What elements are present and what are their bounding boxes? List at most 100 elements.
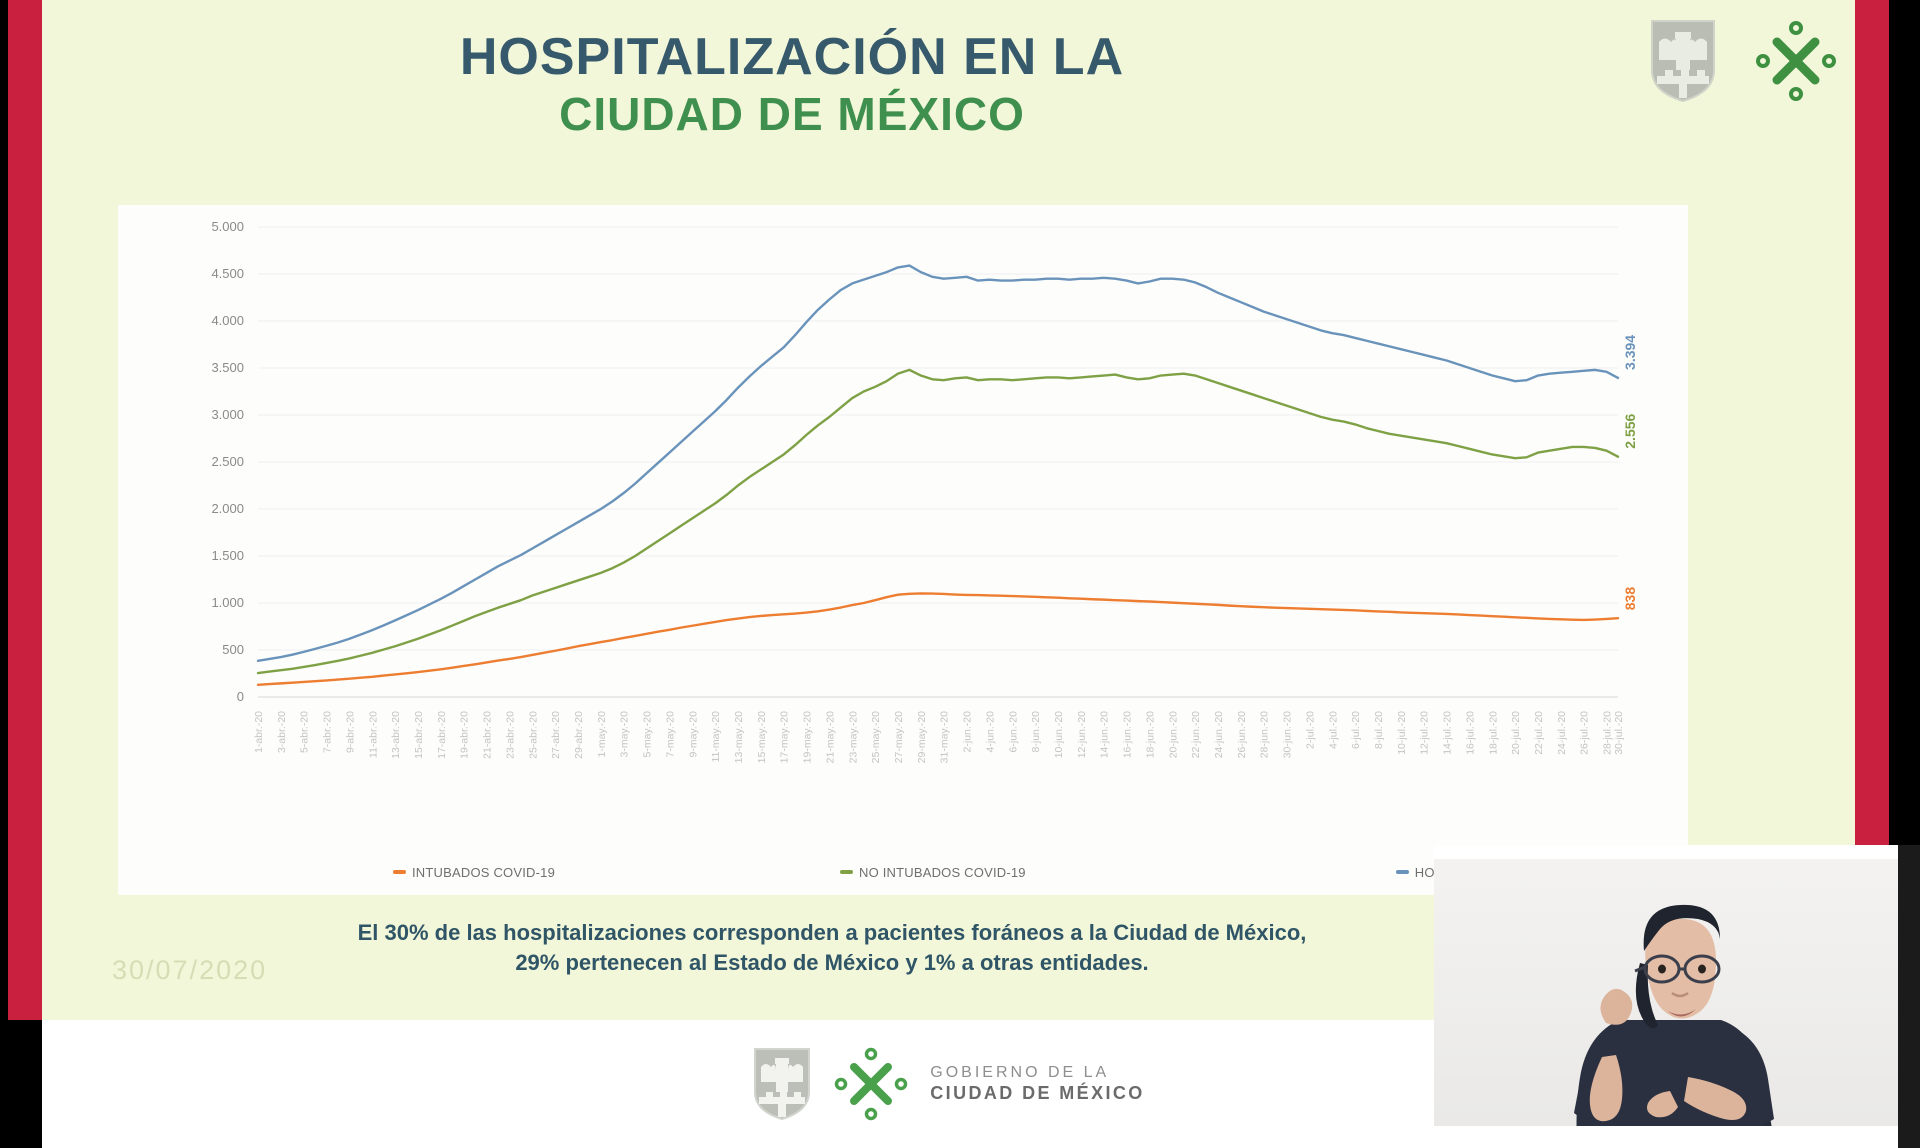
svg-text:29-may.-20: 29-may.-20 [916,711,928,763]
svg-text:500: 500 [222,642,244,657]
slide-caption: El 30% de las hospitalizaciones correspo… [242,918,1422,977]
svg-text:28-jul.-20: 28-jul.-20 [1602,711,1614,755]
svg-text:15-may.-20: 15-may.-20 [756,711,768,763]
svg-text:18-jun.-20: 18-jun.-20 [1144,711,1156,758]
chart-gridlines [258,226,1618,698]
sign-language-interpreter-video[interactable] [1434,845,1920,1148]
svg-text:26-jul.-20: 26-jul.-20 [1579,711,1591,755]
svg-text:8-jun.-20: 8-jun.-20 [1030,711,1042,753]
svg-text:5.000: 5.000 [211,219,244,234]
svg-text:21-abr.-20: 21-abr.-20 [482,711,494,759]
caption-line-1: El 30% de las hospitalizaciones correspo… [357,920,1307,945]
svg-text:4-jun.-20: 4-jun.-20 [984,711,996,753]
svg-text:6-jul.-20: 6-jul.-20 [1350,711,1362,749]
svg-text:27-may.-20: 27-may.-20 [893,711,905,763]
svg-text:7-abr.-20: 7-abr.-20 [322,711,334,753]
svg-text:30-jul.-20: 30-jul.-20 [1613,711,1625,755]
caption-line-2: 29% pertenecen al Estado de México y 1% … [515,949,1149,975]
svg-text:1.500: 1.500 [211,548,244,563]
chart-x-axis-labels: 1-abr.-20 3-abr.-20 5-abr.-20 7-abr.-20 9-ab… [253,711,1625,763]
title-line-2: CIUDAD DE MÉXICO [559,88,1025,141]
legend-swatch-intubados [393,870,406,874]
svg-text:17-may.-20: 17-may.-20 [779,711,791,763]
svg-text:2.500: 2.500 [211,454,244,469]
svg-text:28-jun.-20: 28-jun.-20 [1259,711,1271,758]
svg-text:26-jun.-20: 26-jun.-20 [1236,711,1248,758]
svg-text:29-abr.-20: 29-abr.-20 [573,711,585,759]
svg-text:11-may.-20: 11-may.-20 [710,711,722,763]
svg-text:30-jun.-20: 30-jun.-20 [1282,711,1294,758]
chart-y-axis-labels: 5.000 4.500 4.000 3.500 3.000 2.500 2.000 1.500… [211,219,244,704]
svg-text:9-abr.-20: 9-abr.-20 [344,711,356,753]
svg-text:16-jul.-20: 16-jul.-20 [1464,711,1476,755]
presentation-slide: HOSPITALIZACIÓN EN LA CIUDAD DE MÉXICO [42,0,1855,1020]
hospitalization-line-chart: 5.000 4.500 4.000 3.500 3.000 2.500 2.000 1.500… [211,219,1638,763]
legend-label-no-intubados: NO INTUBADOS COVID-19 [859,864,1026,880]
legend-swatch-no-intubados [840,870,854,874]
svg-text:13-may.-20: 13-may.-20 [733,711,745,763]
footer-line-1: GOBIERNO DE LA [930,1064,1110,1082]
svg-text:24-jul.-20: 24-jul.-20 [1556,711,1568,755]
svg-text:12-jun.-20: 12-jun.-20 [1076,711,1088,758]
svg-text:0: 0 [237,689,244,704]
footer-shield-icon [754,1048,811,1121]
svg-text:2.556: 2.556 [1622,413,1638,448]
legend-item-intubados[interactable]: INTUBADOS COVID-19 [393,855,555,889]
svg-text:27-abr.-20: 27-abr.-20 [550,711,562,759]
svg-text:3-may.-20: 3-may.-20 [619,711,631,758]
slide-title: HOSPITALIZACIÓN EN LA CIUDAD DE MÉXICO [42,28,1542,141]
video-bottom-strip [1434,1126,1920,1148]
interpreter-figure [1574,904,1774,1148]
cdmx-shield-icon [1651,20,1715,103]
svg-text:2-jun.-20: 2-jun.-20 [962,711,974,753]
footer-text: GOBIERNO DE LA CIUDAD DE MÉXICO [930,1063,1144,1104]
svg-text:6-jun.-20: 6-jun.-20 [1007,711,1019,753]
svg-text:17-abr.-20: 17-abr.-20 [436,711,448,759]
svg-text:20-jul.-20: 20-jul.-20 [1510,711,1522,755]
svg-text:2-jul.-20: 2-jul.-20 [1304,711,1316,749]
chart-end-labels: 838 2.556 3.394 [1622,335,1638,611]
svg-text:25-may.-20: 25-may.-20 [870,711,882,763]
svg-text:14-jul.-20: 14-jul.-20 [1442,711,1454,755]
svg-text:18-jul.-20: 18-jul.-20 [1487,711,1499,755]
svg-text:10-jul.-20: 10-jul.-20 [1396,711,1408,755]
svg-text:5-may.-20: 5-may.-20 [642,711,654,758]
svg-text:19-may.-20: 19-may.-20 [802,711,814,763]
svg-text:3.500: 3.500 [211,360,244,375]
svg-text:15-abr.-20: 15-abr.-20 [413,711,425,759]
svg-text:24-jun.-20: 24-jun.-20 [1213,711,1225,758]
svg-text:1-abr.-20: 1-abr.-20 [253,711,265,753]
svg-text:12-jul.-20: 12-jul.-20 [1419,711,1431,755]
svg-text:3.000: 3.000 [211,407,244,422]
svg-text:14-jun.-20: 14-jun.-20 [1099,711,1111,758]
svg-text:1-may.-20: 1-may.-20 [596,711,608,758]
svg-text:23-may.-20: 23-may.-20 [847,711,859,763]
svg-text:20-jun.-20: 20-jun.-20 [1167,711,1179,758]
legend-swatch-hospitalizados [1395,870,1409,874]
chart-series-lines [256,264,1620,686]
svg-text:22-jun.-20: 22-jun.-20 [1190,711,1202,758]
left-red-border [8,0,42,1020]
svg-text:4.500: 4.500 [211,266,244,281]
legend-label-intubados: INTUBADOS COVID-19 [412,864,556,880]
svg-text:3.394: 3.394 [1622,335,1638,370]
svg-text:25-abr.-20: 25-abr.-20 [527,711,539,759]
legend-item-no-intubados[interactable]: NO INTUBADOS COVID-19 [840,855,1026,889]
svg-text:5-abr.-20: 5-abr.-20 [299,711,311,753]
chart-container: 5.000 4.500 4.000 3.500 3.000 2.500 2.000 1.500… [118,205,1688,895]
video-right-edge [1898,845,1920,1148]
svg-text:7-may.-20: 7-may.-20 [664,711,676,758]
video-top-strip [1434,845,1920,859]
svg-text:838: 838 [1622,587,1638,611]
svg-text:4.000: 4.000 [211,313,244,328]
svg-text:16-jun.-20: 16-jun.-20 [1122,711,1134,758]
footer-cdmx-logo-icon [835,1047,908,1121]
date-stamp: 30/07/2020 [112,955,268,985]
footer-line-2: CIUDAD DE MÉXICO [930,1082,1145,1103]
svg-text:31-may.-20: 31-may.-20 [939,711,951,763]
svg-text:10-jun.-20: 10-jun.-20 [1053,711,1065,758]
svg-text:1.000: 1.000 [211,595,244,610]
title-line-1: HOSPITALIZACIÓN EN LA [459,28,1125,86]
svg-text:11-abr.-20: 11-abr.-20 [367,711,379,758]
